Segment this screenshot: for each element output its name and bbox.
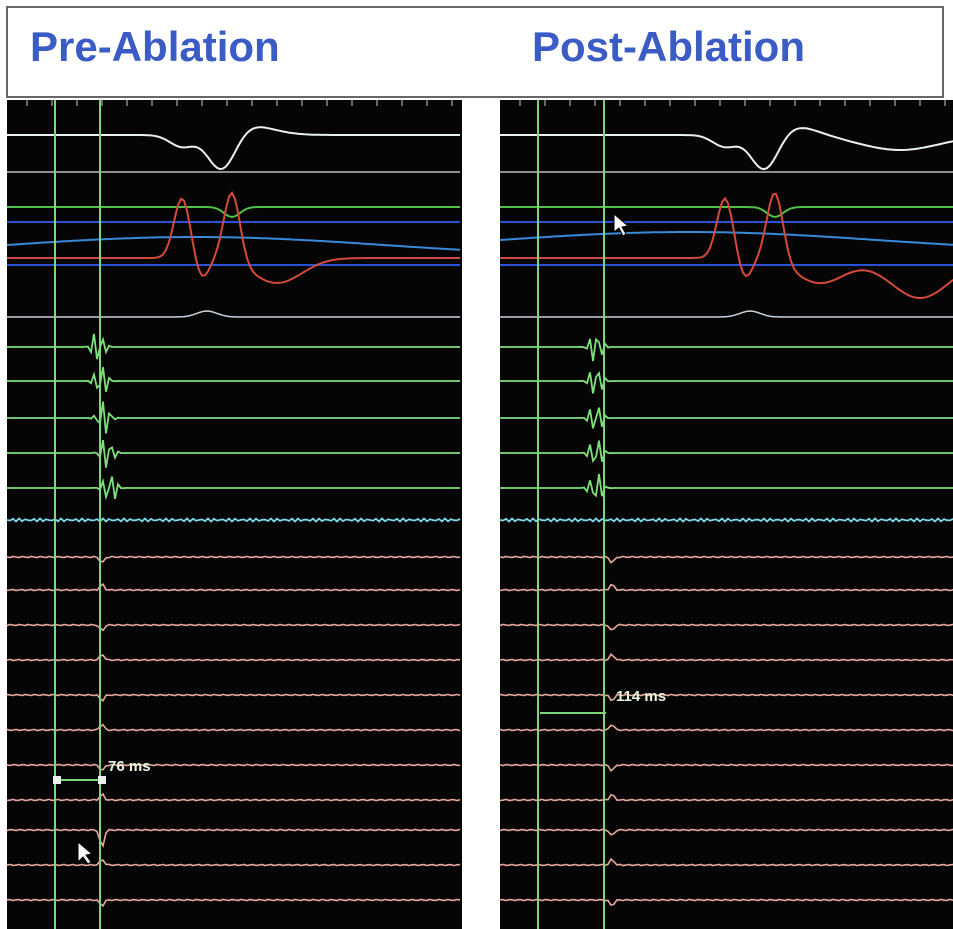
right-panel: [500, 100, 953, 929]
right-title: Post-Ablation: [532, 23, 805, 70]
left-title: Pre-Ablation: [30, 23, 280, 70]
caliper-handle: [53, 776, 61, 784]
screenshot: Pre-Ablation Post-Ablation 76 ms 114 ms: [0, 0, 953, 929]
left-panel: [7, 100, 462, 929]
measurement-label: 114 ms: [616, 688, 666, 705]
page: Pre-Ablation Post-Ablation 76 ms 114 ms …: [0, 0, 953, 929]
measurement-label: 76 ms: [108, 758, 151, 775]
caliper-handle: [98, 776, 106, 784]
